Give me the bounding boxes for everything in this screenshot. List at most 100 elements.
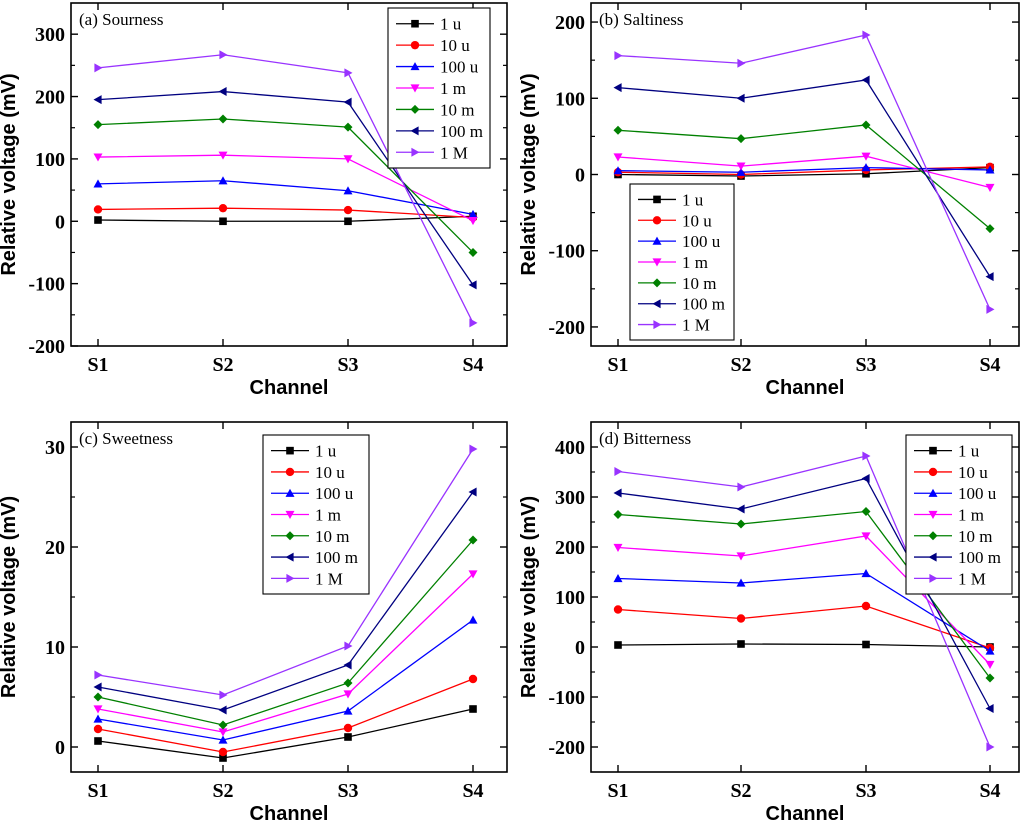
series-10-m: [93, 535, 478, 730]
data-point: [94, 216, 102, 224]
data-point: [218, 747, 228, 757]
data-point: [861, 474, 870, 483]
series-line: [97, 619, 474, 741]
legend-label: 1 u: [440, 15, 462, 34]
chart-panel-4: -200 -100 0 100 200 300 400 S1 S2 S3 S4 Channel Rela…: [518, 421, 1020, 825]
data-point: [344, 217, 352, 226]
data-point: [861, 75, 870, 85]
legend-swatch-marker: [928, 531, 938, 541]
y-tick-label: 0: [575, 637, 585, 659]
series-line: [617, 79, 991, 277]
y-tick-label: 200: [35, 87, 65, 109]
legend-label: 100 m: [315, 548, 358, 567]
legend-label: 1 u: [958, 442, 980, 461]
series-line: [97, 180, 474, 216]
y-tick-label: 100: [555, 88, 585, 110]
data-point: [343, 690, 353, 699]
legend-label: 100 u: [440, 58, 479, 77]
data-point: [614, 467, 623, 476]
data-point: [93, 692, 103, 702]
chart-panel-1: -200 -100 0 100 200 300 S1 S2 S3 S4 Channel Relativ…: [0, 2, 508, 399]
data-point: [861, 569, 871, 578]
y-axis-title: Relative voltage (mV): [0, 496, 20, 698]
x-tick-label: S1: [607, 780, 628, 802]
legend-swatch-marker: [652, 258, 662, 267]
data-point: [93, 153, 103, 162]
legend-label: 10 u: [440, 36, 470, 55]
series-line: [617, 643, 991, 648]
data-point: [613, 510, 623, 519]
data-point: [613, 605, 623, 614]
legend-label: 10 u: [682, 211, 712, 230]
data-point: [468, 209, 478, 219]
data-point: [93, 724, 103, 734]
x-tick-label: S4: [979, 354, 1000, 376]
data-point: [468, 615, 478, 624]
series-1-u: [94, 705, 477, 762]
series-100-u: [613, 163, 995, 176]
legend-swatch-marker: [653, 195, 661, 204]
x-tick-label: S1: [87, 780, 108, 802]
legend-swatch-marker: [286, 446, 294, 455]
data-point: [861, 120, 871, 130]
data-point: [985, 183, 995, 192]
series-100-u: [613, 569, 995, 655]
series-100-m: [613, 75, 994, 282]
data-point: [218, 728, 228, 737]
x-tick-label: S2: [730, 354, 751, 376]
data-point: [218, 735, 228, 744]
legend-swatch-marker: [285, 467, 295, 477]
x-tick-label: S1: [607, 354, 628, 376]
x-tick-label: S4: [462, 780, 483, 802]
legend-swatch-marker: [928, 510, 938, 519]
data-point: [736, 519, 746, 529]
data-point: [219, 50, 228, 60]
series-10-u: [93, 674, 478, 757]
legend: 1 u 10 u 100 u 1 m 10 m 100 m 1 M: [387, 7, 491, 169]
data-point: [218, 705, 227, 715]
y-tick-label: 100: [35, 149, 65, 171]
data-point: [343, 122, 353, 132]
legend-label: 1 m: [682, 253, 708, 272]
data-point: [737, 482, 746, 492]
y-axis-title: Relative voltage (mV): [0, 73, 20, 275]
data-point: [468, 487, 477, 497]
data-point: [343, 678, 353, 688]
legend-label: 10 u: [958, 463, 988, 482]
legend-swatch-marker: [929, 446, 937, 455]
data-point: [469, 444, 478, 454]
legend-swatch-marker: [285, 510, 295, 519]
data-point: [613, 125, 623, 135]
data-point: [469, 318, 478, 328]
data-point: [613, 543, 623, 552]
data-point: [219, 754, 227, 762]
data-point: [737, 640, 745, 648]
data-point: [986, 742, 995, 752]
panel-title: (c) Sweetness: [79, 429, 173, 448]
legend: 1 u 10 u 100 u 1 m 10 m 100 m 1 M: [262, 434, 370, 595]
x-axis-title: Channel: [250, 377, 329, 399]
data-point: [614, 51, 623, 61]
data-point: [469, 705, 477, 713]
data-point: [986, 304, 995, 314]
data-point: [93, 682, 102, 692]
legend-swatch-marker: [410, 104, 420, 114]
series-1-M: [614, 451, 995, 752]
legend-label: 10 m: [958, 527, 992, 546]
series-1-m: [93, 570, 478, 737]
series-10-m: [613, 120, 995, 234]
legend-label: 1 m: [440, 79, 466, 98]
legend: 1 u 10 u 100 u 1 m 10 m 100 m 1 M: [905, 434, 1013, 595]
legend-swatch-marker: [285, 531, 295, 541]
legend-swatch-marker: [410, 126, 419, 136]
data-point: [861, 601, 871, 611]
legend-label: 100 m: [958, 548, 1001, 567]
data-point: [218, 720, 228, 730]
series-line: [617, 124, 991, 230]
data-point: [736, 504, 745, 514]
y-tick-label: 300: [35, 24, 65, 46]
series-line: [617, 34, 991, 310]
data-point: [93, 179, 103, 188]
legend-label: 10 m: [440, 100, 474, 119]
